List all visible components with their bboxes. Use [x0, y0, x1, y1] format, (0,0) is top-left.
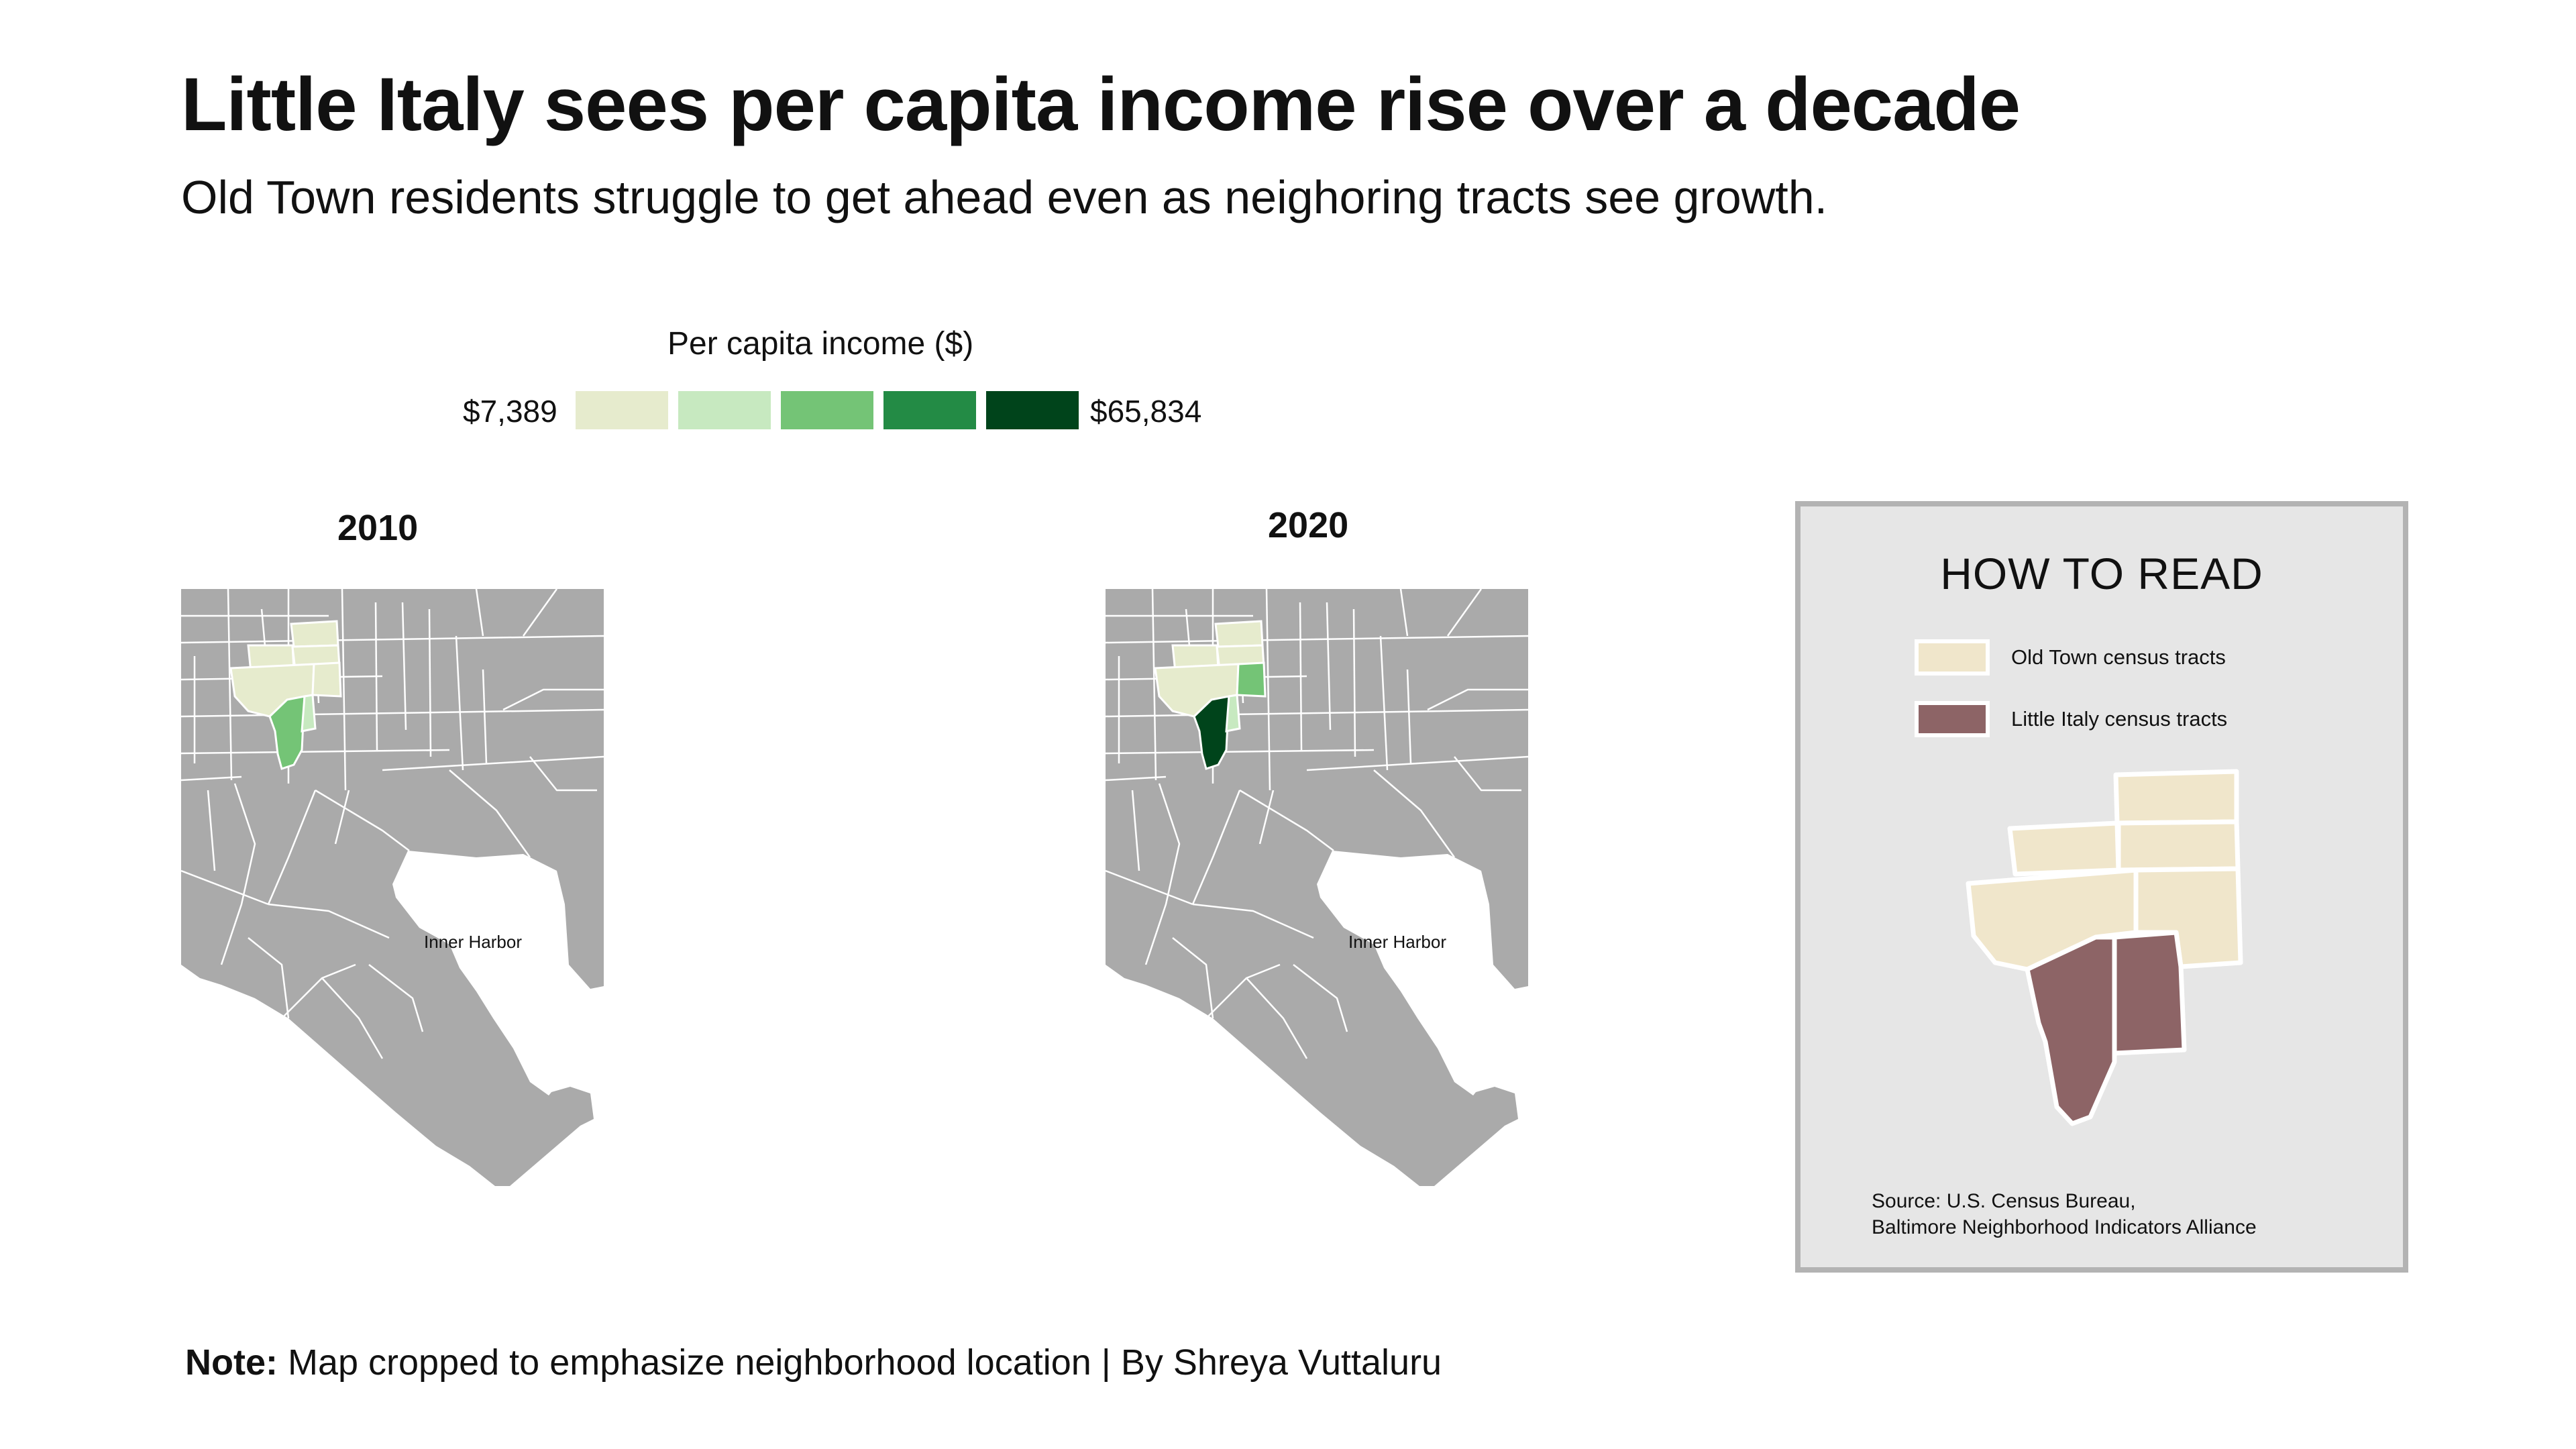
tract-boundary: [1106, 708, 1528, 718]
little-italy-tract: [301, 694, 317, 733]
tract-boundary: [401, 602, 407, 731]
tract-boundary: [1106, 749, 1375, 755]
tract-boundary: [482, 669, 488, 764]
old-town-tract: [311, 661, 342, 698]
old-town-tract: [290, 620, 339, 648]
source-note: Source: U.S. Census Bureau, Baltimore Ne…: [1872, 1188, 2257, 1240]
tract-boundary: [1246, 977, 1308, 1059]
inner-harbor-label: Inner Harbor: [424, 932, 522, 952]
diagram-little-italy-tract-1: [2025, 934, 2117, 1126]
tract-boundary: [1373, 769, 1456, 858]
tract-boundary: [374, 602, 378, 751]
key-old-town-label: Old Town census tracts: [2011, 645, 2226, 669]
page-title: Little Italy sees per capita income rise…: [181, 62, 2021, 146]
key-little-italy-label: Little Italy census tracts: [2011, 707, 2228, 731]
legend-max-label: $65,834: [1090, 394, 1202, 429]
tract-boundary: [181, 869, 269, 906]
legend-swatch-1: [576, 391, 668, 429]
key-old-town-swatch: [1915, 639, 1990, 676]
tract-boundary: [1265, 589, 1271, 791]
tract-boundary: [1258, 790, 1275, 845]
legend-color-scale: [576, 391, 1079, 429]
inner-harbor-label: Inner Harbor: [1348, 932, 1446, 952]
tract-boundary: [181, 749, 450, 755]
tract-boundary: [181, 708, 604, 718]
tract-boundary: [315, 789, 410, 851]
tract-boundary: [1406, 669, 1412, 764]
key-old-town: Old Town census tracts: [1915, 639, 2226, 676]
footer-note-text: Map cropped to emphasize neighborhood lo…: [277, 1342, 1442, 1383]
how-to-read-title: HOW TO READ: [1940, 549, 2263, 598]
tract-boundary: [1293, 964, 1348, 1032]
little-italy-tract: [1193, 695, 1230, 770]
tract-boundary: [529, 756, 597, 792]
tract-boundary: [207, 790, 216, 871]
tract-boundary: [1172, 937, 1214, 1019]
tract-boundary: [522, 589, 558, 637]
legend-title: Per capita income ($): [667, 326, 974, 362]
how-to-read-diagram: [1966, 769, 2243, 1126]
tract-boundary: [321, 977, 384, 1059]
tract-boundary: [1106, 869, 1193, 906]
map-2010: Inner Harbor: [181, 589, 604, 1186]
tract-boundary: [1326, 602, 1332, 731]
tract-boundary: [341, 589, 347, 791]
tract-boundary: [334, 790, 350, 845]
tract-boundary: [181, 635, 604, 644]
tract-boundary: [1399, 589, 1409, 637]
old-town-tract: [1236, 661, 1267, 698]
legend-swatch-2: [678, 391, 771, 429]
key-little-italy-swatch: [1915, 701, 1990, 737]
tract-boundary: [1131, 790, 1140, 871]
footer-note-label: Note:: [185, 1342, 278, 1383]
tract-boundary: [268, 903, 390, 939]
map-year-2020: 2020: [1268, 505, 1349, 545]
tract-boundary: [1191, 790, 1241, 905]
tract-boundary: [1306, 755, 1528, 771]
tract-boundary: [1144, 783, 1181, 965]
old-town-tract: [1214, 620, 1264, 648]
tract-boundary: [1427, 688, 1528, 711]
legend-swatch-4: [883, 391, 976, 429]
source-line-1: Source: U.S. Census Bureau,: [1872, 1190, 2136, 1212]
how-to-read-panel: HOW TO READ Old Town census tracts Littl…: [1795, 501, 2408, 1273]
diagram-old-town-tract-2: [2007, 820, 2121, 877]
tract-boundary: [1192, 903, 1314, 939]
map-year-2010: 2010: [337, 508, 419, 548]
footer-note: Note: Map cropped to emphasize neighborh…: [185, 1342, 1442, 1383]
diagram-little-italy-tract-2: [2112, 930, 2187, 1056]
tract-boundary: [428, 608, 432, 757]
legend-swatch-3: [781, 391, 873, 429]
key-little-italy: Little Italy census tracts: [1915, 701, 2227, 737]
little-italy-tract: [268, 695, 306, 770]
tract-boundary: [220, 783, 256, 965]
tract-boundary: [1299, 602, 1303, 751]
tract-boundary: [267, 790, 317, 905]
legend-min-label: $7,389: [463, 394, 557, 429]
tract-boundary: [1106, 635, 1528, 644]
tract-boundary: [1379, 635, 1389, 771]
diagram-old-town-tract-3: [2116, 819, 2241, 873]
diagram-old-town-tract-1: [2113, 769, 2239, 826]
map-2020: Inner Harbor: [1106, 589, 1528, 1186]
little-italy-tract: [1225, 694, 1241, 733]
tract-boundary: [368, 964, 424, 1032]
tract-boundary: [1239, 789, 1334, 851]
tract-boundary: [227, 589, 233, 781]
source-line-2: Baltimore Neighborhood Indicators Allian…: [1872, 1216, 2257, 1238]
legend-swatch-5: [986, 391, 1079, 429]
tract-boundary: [475, 589, 484, 637]
tract-boundary: [248, 937, 290, 1019]
tract-boundary: [1454, 756, 1521, 792]
tract-boundary: [382, 755, 604, 771]
tract-boundary: [455, 635, 464, 771]
tract-boundary: [1352, 608, 1356, 757]
tract-boundary: [1446, 589, 1483, 637]
page-subtitle: Old Town residents struggle to get ahead…: [181, 171, 1828, 223]
tract-boundary: [1151, 589, 1157, 781]
tract-boundary: [502, 688, 604, 711]
tract-boundary: [449, 769, 531, 858]
